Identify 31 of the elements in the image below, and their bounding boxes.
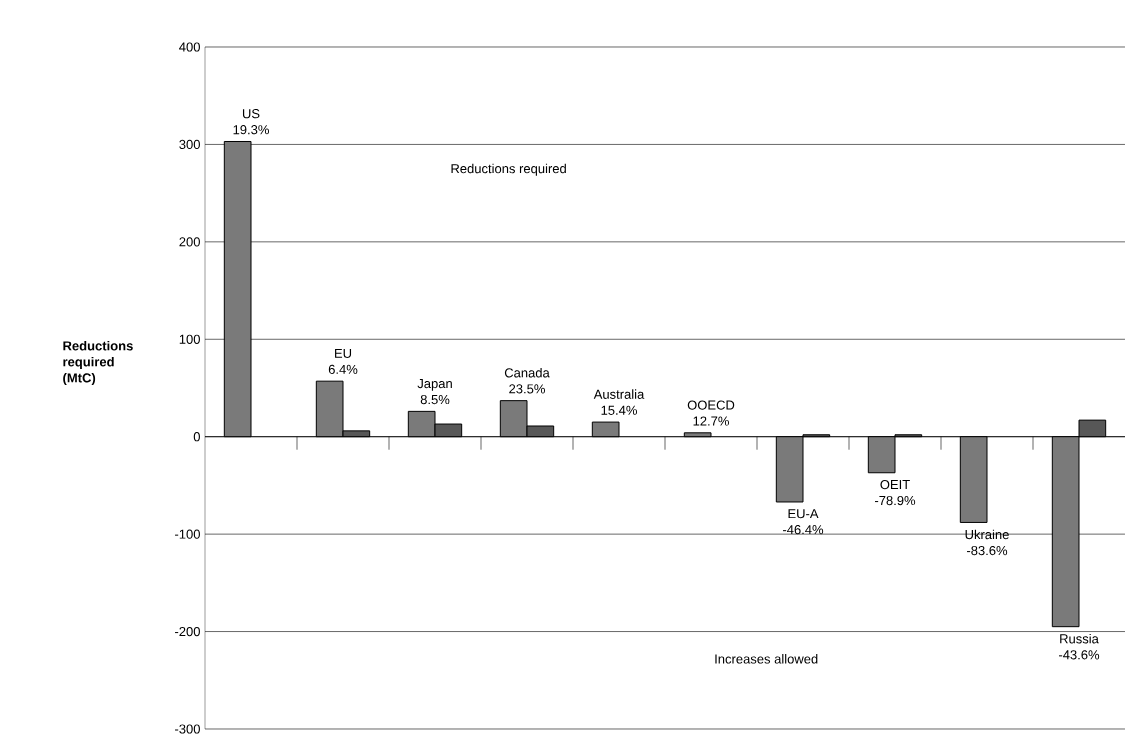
- x-tick-label: EU-A: [788, 509, 819, 519]
- annotation: 15.4%: [601, 405, 637, 415]
- y-tick-label: 400: [179, 42, 200, 52]
- x-tick-label: OEIT: [880, 479, 910, 490]
- x-tick-label: Russia: [1060, 633, 1099, 644]
- annotation: 19.3%: [233, 125, 269, 135]
- x-tick-label: OOECD: [687, 400, 735, 410]
- y-tick-label: -300: [175, 724, 200, 734]
- y-tick-label: 300: [179, 139, 200, 150]
- annotation: -83.6%: [966, 545, 1008, 556]
- x-tick-label: Canada: [504, 367, 550, 378]
- y-tick-label: 0: [193, 432, 200, 442]
- x-tick-label: EU: [335, 348, 352, 358]
- annotation: -46.4%: [782, 525, 824, 535]
- annotation: Reductions required: [451, 163, 566, 176]
- x-tick-label: US: [242, 109, 260, 119]
- annotation: Increases allowed: [715, 654, 818, 664]
- y-axis-title: Reductions required (MtC): [63, 340, 133, 386]
- annotation: -43.6%: [1058, 650, 1100, 660]
- x-tick-label: Ukraine: [965, 529, 1009, 540]
- annotation: 8.5%: [420, 394, 450, 405]
- y-tick-label: 100: [179, 334, 200, 344]
- y-tick-label: -100: [175, 529, 200, 539]
- annotation: -78.9%: [874, 495, 916, 506]
- annotation: 12.7%: [693, 416, 729, 426]
- annotation: 23.5%: [509, 384, 545, 394]
- annotation: 6.4%: [328, 364, 358, 374]
- y-tick-label: -200: [175, 626, 200, 637]
- x-tick-label: Japan: [417, 379, 452, 391]
- x-tick-label: Australia: [593, 389, 645, 399]
- y-tick-label: 200: [179, 237, 200, 247]
